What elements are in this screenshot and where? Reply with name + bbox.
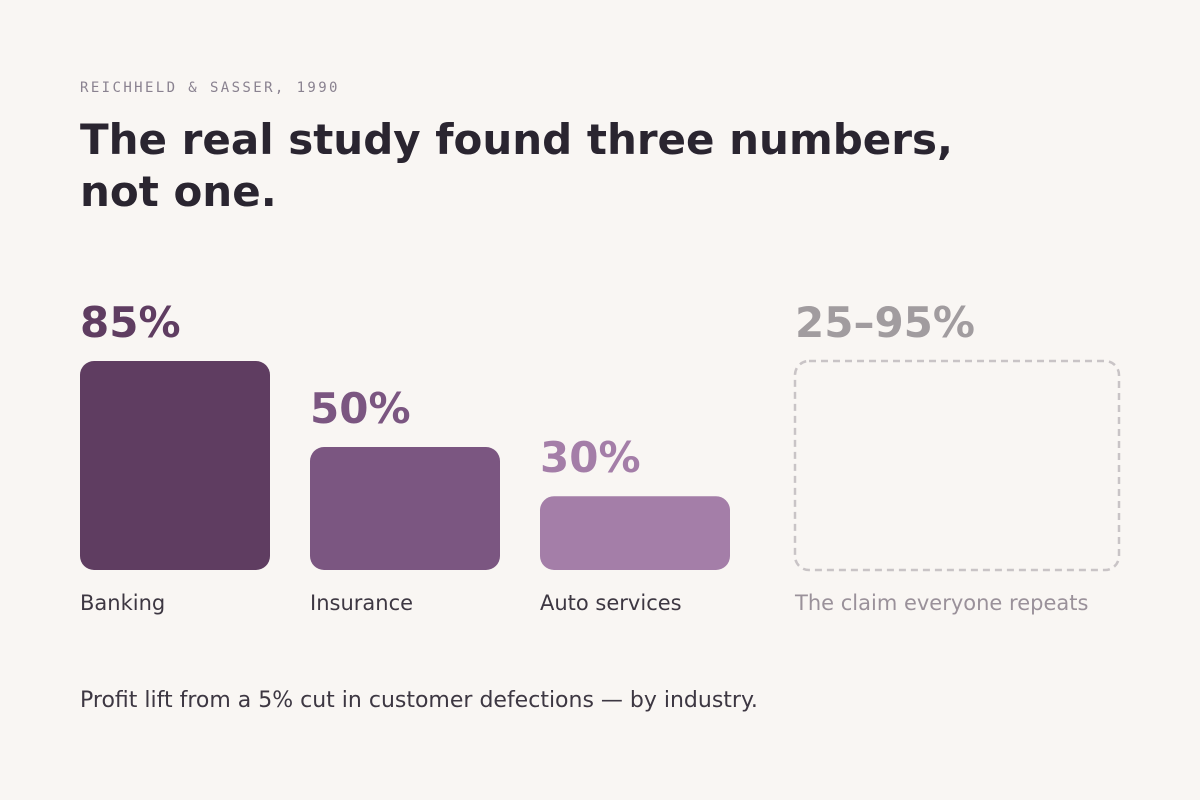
category-label-0: Banking	[80, 591, 165, 615]
claim-value-label: 25–95%	[795, 298, 975, 347]
bar-0	[80, 361, 270, 570]
value-label-2: 30%	[540, 433, 641, 482]
chart-caption: Profit lift from a 5% cut in customer de…	[80, 688, 758, 713]
value-label-0: 85%	[80, 298, 181, 347]
value-label-1: 50%	[310, 384, 411, 433]
bar-2	[540, 496, 730, 570]
category-label-2: Auto services	[540, 591, 682, 615]
chart-title: The real study found three numbers, not …	[80, 115, 953, 216]
category-label-1: Insurance	[310, 591, 413, 615]
claim-box	[793, 359, 1121, 572]
source-eyebrow: REICHHELD & SASSER, 1990	[80, 80, 340, 96]
claim-label: The claim everyone repeats	[794, 591, 1088, 615]
bar-1	[310, 447, 500, 570]
